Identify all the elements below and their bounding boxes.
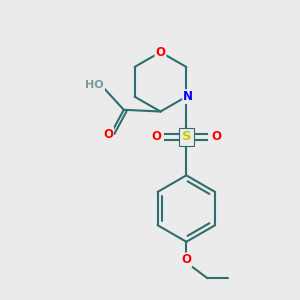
Text: O: O <box>103 128 113 141</box>
Text: N: N <box>183 90 193 103</box>
Text: O: O <box>155 46 166 59</box>
Text: O: O <box>181 254 191 266</box>
Text: O: O <box>152 130 162 143</box>
Text: O: O <box>211 130 221 143</box>
Text: HO: HO <box>85 80 104 90</box>
Text: S: S <box>182 130 191 143</box>
